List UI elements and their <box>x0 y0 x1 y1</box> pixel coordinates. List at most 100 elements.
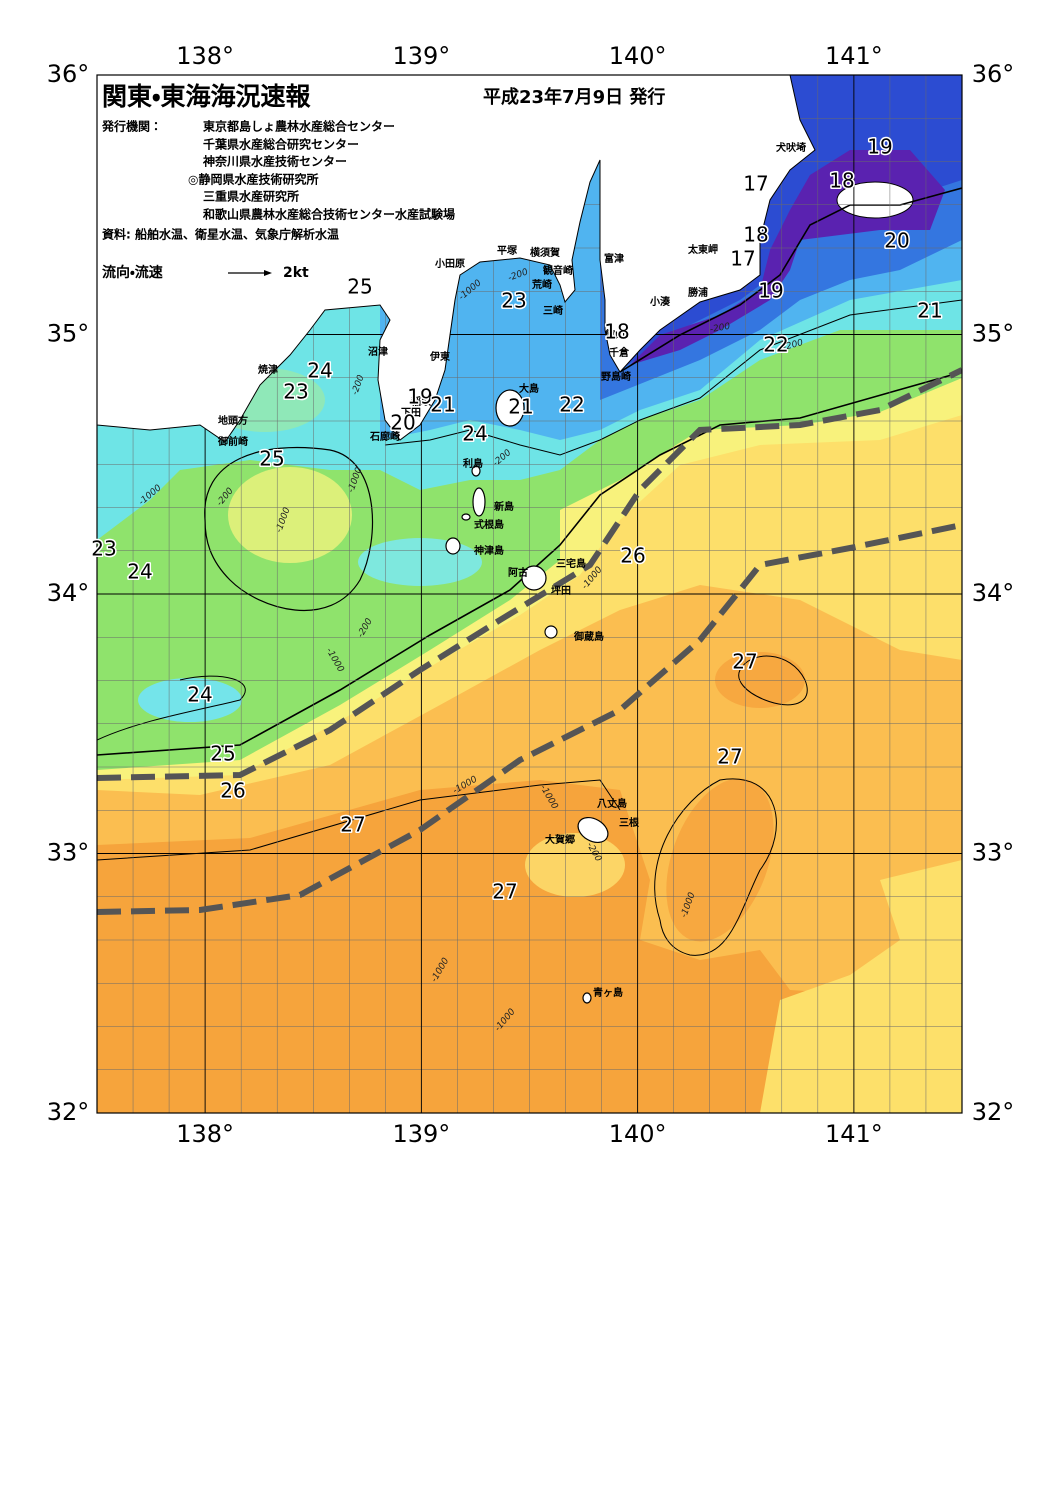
place-name: 稲取 <box>411 395 432 408</box>
map-frame <box>96 74 963 1114</box>
island <box>582 992 592 1004</box>
lat-tick-label: 36° <box>972 60 1015 88</box>
place-name: 焼津 <box>258 363 278 376</box>
isobath-label: -200 <box>709 322 731 335</box>
lat-tick-label: 34° <box>47 579 90 607</box>
isotherm-label: 24 <box>462 422 487 446</box>
isotherm-label: 18 <box>829 169 854 193</box>
isotherm-label: 24 <box>127 560 152 584</box>
lon-tick-label: 140° <box>609 42 667 70</box>
place-name: 神津島 <box>473 544 504 557</box>
island <box>461 513 471 521</box>
isotherm-label: 27 <box>732 650 757 674</box>
lat-tick-label: 33° <box>47 839 90 867</box>
isotherm-label: 21 <box>917 299 942 323</box>
isotherm <box>204 446 374 612</box>
place-name: 館山 <box>604 328 625 341</box>
lon-tick-label: 139° <box>392 42 450 70</box>
lon-tick-label: 138° <box>176 1120 234 1148</box>
sea-yellow-south <box>760 860 962 1113</box>
place-name: 観音崎 <box>543 264 573 277</box>
islands <box>445 389 609 1004</box>
isotherm-label: 25 <box>347 275 372 299</box>
place-name: 野島崎 <box>601 370 631 383</box>
isotherm-label: 26 <box>220 779 245 803</box>
sea-surface <box>97 75 962 1113</box>
publisher: 和歌山県農林水産総合技術センター水産試験場 <box>202 207 455 222</box>
lon-tick-label: 141° <box>825 42 883 70</box>
lat-tick-label: 33° <box>972 839 1015 867</box>
isotherm-label: 27 <box>340 813 365 837</box>
place-name: 犬吠埼 <box>776 141 806 154</box>
place-name: 阿古 <box>508 566 528 579</box>
kuroshio-axis-line <box>97 522 962 915</box>
isotherm-label: 18 <box>743 223 768 247</box>
place-name: 式根島 <box>474 518 504 531</box>
publisher: ◎静岡県水産技術研究所 <box>188 172 318 187</box>
isotherm-label: 21 <box>508 395 533 419</box>
data-source: 資料: 船舶水温、衛星水温、気象庁解析水温 <box>102 227 339 242</box>
isotherm-label: 17 <box>743 172 768 196</box>
sea-warm-eddy <box>666 778 774 942</box>
lat-tick-label: 32° <box>47 1098 90 1126</box>
place-name: 新島 <box>493 500 514 513</box>
isotherm <box>654 778 777 956</box>
isotherm-label: 19 <box>407 385 432 409</box>
place-name: 大賀郷 <box>545 833 575 846</box>
isotherm-label: 19 <box>758 279 783 303</box>
island <box>472 487 486 517</box>
sea-warm-core <box>228 467 352 563</box>
isotherm-label: 21 <box>430 393 455 417</box>
publisher-label: 発行機関： <box>101 119 162 134</box>
land <box>97 75 816 443</box>
isotherm-label: 23 <box>91 537 116 561</box>
isotherm <box>738 655 808 706</box>
isotherm-label: 24 <box>307 359 332 383</box>
place-name: 御蔵島 <box>573 630 604 643</box>
isotherm <box>97 779 621 861</box>
lon-tick-label: 139° <box>392 1120 450 1148</box>
place-name: 太東岬 <box>687 243 718 256</box>
lon-tick-label: 138° <box>176 42 234 70</box>
place-name: 平塚 <box>497 244 518 257</box>
kuroshio-north-edge <box>97 367 962 781</box>
lat-tick-label: 35° <box>47 320 90 348</box>
isotherm-label: 25 <box>210 742 235 766</box>
sea-cool-area <box>525 833 625 897</box>
place-name: 小湊 <box>649 295 671 308</box>
issue-date: 平成23年7月9日 発行 <box>483 86 665 108</box>
place-name: 下田 <box>401 407 421 419</box>
place-name: 坪田 <box>551 584 571 597</box>
isotherm-label: 19 <box>867 135 892 159</box>
isotherm-label: 17 <box>730 247 755 271</box>
place-name: 三根 <box>619 816 640 829</box>
place-name: 青ヶ島 <box>593 986 623 999</box>
isotherm-label: 18 <box>604 320 629 344</box>
lat-tick-label: 32° <box>972 1098 1015 1126</box>
isotherm <box>97 675 246 741</box>
island <box>544 625 558 639</box>
isotherm-label: 20 <box>390 411 415 435</box>
lat-tick-label: 36° <box>47 60 90 88</box>
isotherm-label: 26 <box>620 544 645 568</box>
isotherm-label: 20 <box>884 229 909 253</box>
lat-tick-label: 34° <box>972 579 1015 607</box>
isotherm <box>97 371 962 756</box>
island <box>471 465 481 477</box>
place-name: 小田原 <box>434 257 465 270</box>
island <box>445 537 461 555</box>
isotherm-label: 23 <box>283 380 308 404</box>
place-name: 勝浦 <box>688 286 708 299</box>
legend-scale: 2kt <box>283 265 309 281</box>
publisher: 東京都島しょ農林水産総合センター <box>203 119 395 134</box>
legend-arrowhead <box>264 270 272 276</box>
place-name: 沼津 <box>368 345 388 358</box>
place-name: 三宅島 <box>556 557 586 570</box>
place-name: 石廊崎 <box>369 430 400 443</box>
no-data-area <box>836 181 914 219</box>
legend-label: 流向・流速 <box>102 264 163 281</box>
place-name: 地頭方 <box>218 414 248 427</box>
isotherm-label: 27 <box>717 745 742 769</box>
